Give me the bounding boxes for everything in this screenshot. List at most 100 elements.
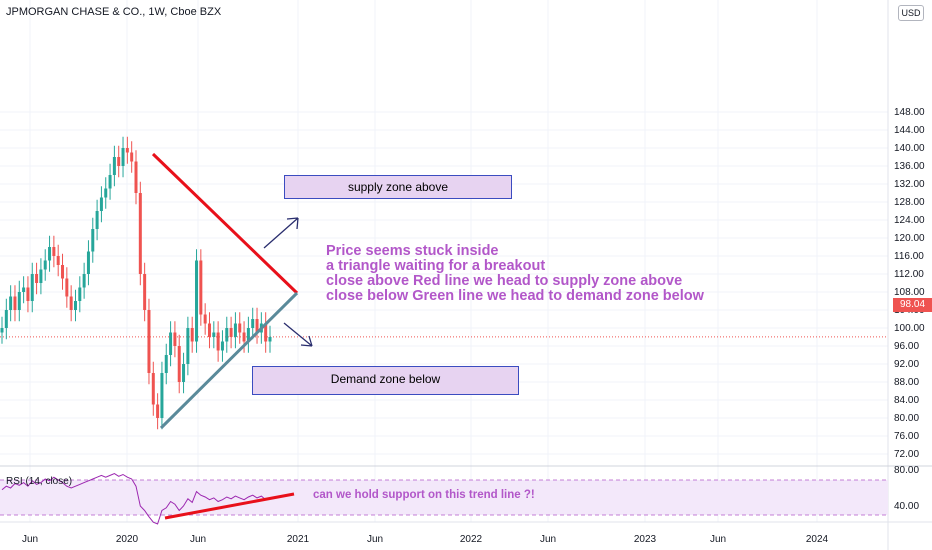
candle-body [0,328,4,333]
candle-body [48,247,52,261]
time-tick-label: 2021 [287,534,310,545]
up-arrow [263,217,299,249]
candle-body [125,148,129,153]
candle-body [190,328,194,342]
note-line-2: a triangle waiting for a breakout [326,258,546,274]
candle-body [56,256,60,265]
candle-body [91,229,95,252]
candle-body [39,269,43,283]
candle-body [30,274,34,301]
price-tick-label: 148.00 [894,107,925,118]
rsi-tick-label: 80.00 [894,465,919,476]
candle-body [199,260,203,315]
supply-zone-box: supply zone above [284,175,512,199]
price-tick-label: 112.00 [894,269,924,280]
price-tick-label: 116.00 [894,251,924,262]
candle-body [17,292,21,310]
price-tick-label: 76.00 [894,431,919,442]
candle-body [160,373,164,418]
candle-body [112,157,116,175]
candle-body [26,287,30,301]
price-tick-label: 108.00 [894,287,925,298]
time-tick-label: 2024 [806,534,829,545]
rsi-label: RSI (14, close) [6,476,73,487]
candle-body [143,274,147,310]
candle-body [203,314,207,324]
price-tick-label: 80.00 [894,413,919,424]
candle-body [233,323,237,337]
candle-body [99,197,103,211]
last-price-tag: 98.04 [893,298,932,312]
rsi-tick-label: 40.00 [894,501,919,512]
candle-body [61,265,65,279]
candle-body [52,247,56,256]
candle-body [186,328,190,364]
candle-body [108,175,112,189]
candle-body [95,211,99,229]
candle-body [130,152,134,162]
down-arrow [283,322,313,347]
candle-body [169,332,173,355]
candle-body [212,332,216,337]
price-tick-label: 132.00 [894,179,925,190]
candle-body [229,328,233,337]
candle-body [246,328,250,342]
price-tick-label: 72.00 [894,449,919,460]
price-tick-label: 100.00 [894,323,925,334]
price-tick-label: 128.00 [894,197,925,208]
note-line-4: close below Green line we head to demand… [326,288,704,304]
candle-body [173,332,177,346]
candle-body [242,332,246,342]
analysis-note: Price seems stuck inside a triangle wait… [326,244,704,304]
candle-body [255,319,259,333]
candle-body [134,161,138,193]
candle-body [69,296,73,310]
time-tick-label: 2023 [634,534,657,545]
price-tick-label: 140.00 [894,143,925,154]
price-tick-label: 136.00 [894,161,925,172]
time-tick-label: Jun [190,534,206,545]
candle-body [82,274,86,288]
time-tick-label: Jun [367,534,383,545]
price-tick-label: 96.00 [894,341,919,352]
price-tick-label: 84.00 [894,395,919,406]
candle-body [195,260,199,342]
candle-body [117,157,121,166]
candle-body [177,346,181,382]
rsi-line [1,473,271,525]
rsi-band [0,480,888,515]
candle-body [121,148,125,166]
candle-body [138,193,142,274]
candle-body [182,364,186,382]
price-tick-label: 92.00 [894,359,919,370]
time-tick-label: 2022 [460,534,483,545]
candle-body [238,323,242,333]
note-line-3: close above Red line we head to supply z… [326,273,683,289]
candle-body [225,328,229,342]
candle-body [207,323,211,337]
candle-body [13,296,17,310]
price-tick-label: 124.00 [894,215,925,226]
candle-body [43,260,47,270]
price-tick-label: 88.00 [894,377,919,388]
time-tick-label: Jun [540,534,556,545]
candle-body [156,404,160,418]
candle-body [147,310,151,373]
currency-button[interactable]: USD [898,5,924,21]
candle-body [268,337,272,342]
chart-title: JPMORGAN CHASE & CO., 1W, Cboe BZX [6,6,222,18]
price-tick-label: 120.00 [894,233,925,244]
time-tick-label: 2020 [116,534,139,545]
candle-body [86,251,90,274]
candle-body [164,355,168,373]
candle-body [4,310,8,328]
time-tick-label: Jun [710,534,726,545]
green-support-line [159,291,299,430]
note-line-1: Price seems stuck inside [326,243,499,259]
rsi-trend-line [164,492,295,520]
demand-zone-box: Demand zone below [252,366,519,395]
candle-body [151,373,155,405]
red-resistance-line [151,152,299,295]
candle-body [264,323,268,342]
